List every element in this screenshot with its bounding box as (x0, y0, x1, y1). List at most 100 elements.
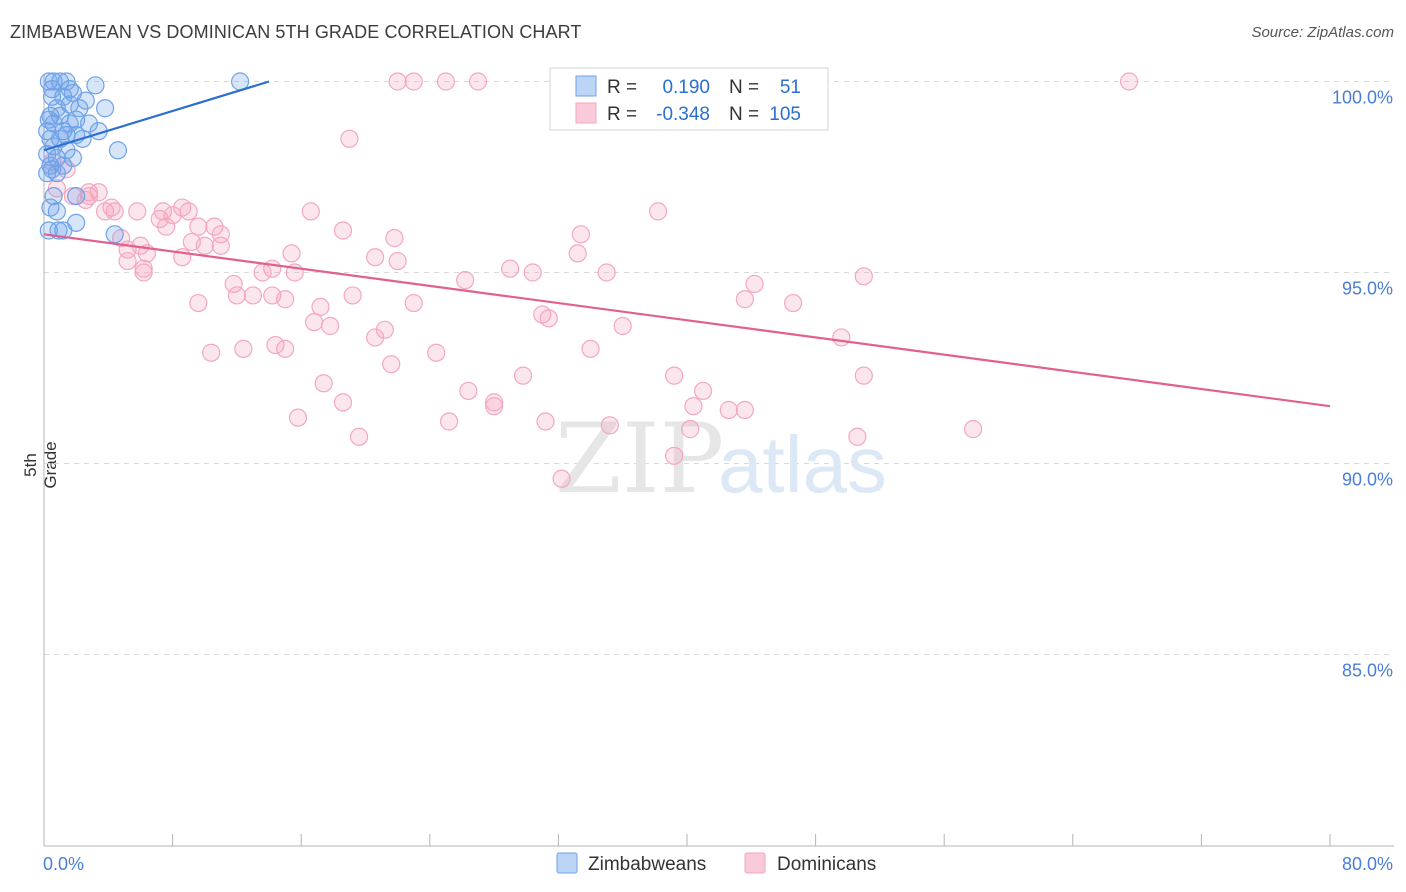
zimbabwean-point (44, 187, 63, 206)
source-credit: Source: ZipAtlas.com (1251, 24, 1394, 41)
series-legend-label-zimbabweans: Zimbabweans (588, 854, 706, 875)
zimbabwean-point (54, 156, 73, 175)
zimbabwean-point (42, 160, 62, 179)
dominican-point (964, 420, 983, 439)
trend-lines (43, 80, 1331, 408)
dominican-point (243, 286, 263, 305)
series-legend-label-dominicans: Dominicans (777, 854, 876, 875)
legend-r-label-1: R = (607, 77, 637, 98)
dominican-point (439, 412, 459, 431)
dominican-point (501, 259, 520, 278)
dominican-point (118, 251, 137, 271)
legend-n-value-1: 51 (780, 77, 801, 98)
dominican-point (485, 393, 504, 412)
dominican-point (600, 416, 619, 435)
dominican-point (832, 328, 851, 347)
dominicans-points (42, 72, 1139, 488)
dominican-point (375, 320, 394, 339)
dominican-point (234, 339, 253, 358)
dominican-point (128, 202, 147, 221)
dominican-point (436, 72, 455, 91)
dominican-point (227, 286, 246, 305)
y-tick-label: 95.0% (1342, 279, 1393, 299)
dominican-point (150, 209, 169, 229)
zimbabwean-point (60, 114, 79, 133)
dominican-point (854, 366, 873, 385)
dominican-point (382, 355, 401, 374)
dominican-point (366, 248, 385, 267)
legend-r-label-2: R = (607, 104, 637, 125)
zimbabwean-point (108, 141, 128, 160)
dominican-point (349, 427, 369, 446)
dominican-point (157, 217, 176, 236)
dominican-point (134, 259, 153, 278)
dominican-point (404, 72, 423, 91)
dominican-point (314, 374, 333, 393)
dominican-point (288, 408, 308, 427)
dominican-point (388, 251, 407, 271)
dominican-point (304, 313, 324, 332)
dominican-point (681, 420, 700, 439)
y-tick-label: 100.0% (1332, 88, 1393, 108)
dominican-point (745, 274, 764, 294)
dominican-point (456, 271, 475, 290)
dominican-point (205, 217, 224, 236)
dominican-point (719, 400, 738, 420)
dominican-point (95, 202, 115, 221)
dominican-point (105, 202, 124, 221)
dominican-point (597, 263, 616, 282)
dominican-point (427, 343, 446, 362)
zimbabwean-point (63, 148, 83, 167)
y-tick-label: 85.0% (1342, 661, 1393, 681)
dominican-point (693, 381, 713, 401)
legend-r-value-2: -0.348 (656, 104, 710, 125)
dominican-point (189, 217, 208, 236)
dominican-point (266, 335, 285, 355)
zimbabwean-point (60, 80, 79, 99)
dominican-point (202, 343, 221, 362)
dominican-point (783, 293, 803, 313)
dominican-point (523, 263, 542, 282)
legend-n-value-2: 105 (769, 104, 801, 125)
dominican-point (854, 267, 873, 286)
x-tick-label-min: 0.0% (43, 854, 84, 874)
zimbabwean-point (95, 99, 115, 118)
zimbabwean-point (57, 141, 76, 160)
zimbabwean-point (54, 221, 73, 240)
x-ticks (43, 834, 1331, 846)
dominican-point (536, 412, 555, 431)
dominican-point (333, 393, 353, 412)
dominican-point (79, 187, 99, 206)
dominican-point (513, 366, 533, 385)
zimbabwean-point (67, 187, 86, 206)
dominican-point (343, 286, 362, 305)
dominican-point (848, 427, 867, 446)
series-legend-swatch-zimbabweans (556, 852, 578, 874)
dominican-point (224, 274, 243, 294)
dominican-point (568, 244, 587, 263)
zimbabwean-point (39, 110, 58, 129)
chart-title: ZIMBABWEAN VS DOMINICAN 5TH GRADE CORREL… (10, 22, 582, 42)
dominican-point (340, 129, 359, 148)
legend-n-label-2: N = (729, 104, 759, 125)
dominican-point (613, 316, 632, 336)
dominican-point (1119, 72, 1139, 91)
dominican-point (321, 316, 340, 336)
y-tick-labels: 85.0% 90.0% 95.0% 100.0% (1332, 88, 1393, 681)
zimbabwean-point (105, 225, 124, 244)
dominican-point (459, 381, 478, 401)
dominican-point (195, 236, 214, 255)
dominican-point (301, 202, 320, 221)
zimbabwean-point (79, 114, 99, 133)
dominican-point (388, 72, 407, 91)
dominicans-trend-line (43, 233, 1331, 408)
dominican-point (282, 244, 301, 263)
legend-swatch-zimbabweans (575, 75, 597, 97)
dominican-point (179, 202, 198, 221)
zimbabwean-point (42, 80, 62, 99)
legend-swatch-dominicans (575, 102, 597, 124)
dominican-point (648, 202, 668, 221)
watermark-zip: ZIP (555, 403, 724, 515)
dominican-point (276, 290, 295, 309)
zimbabwean-point (47, 202, 66, 221)
